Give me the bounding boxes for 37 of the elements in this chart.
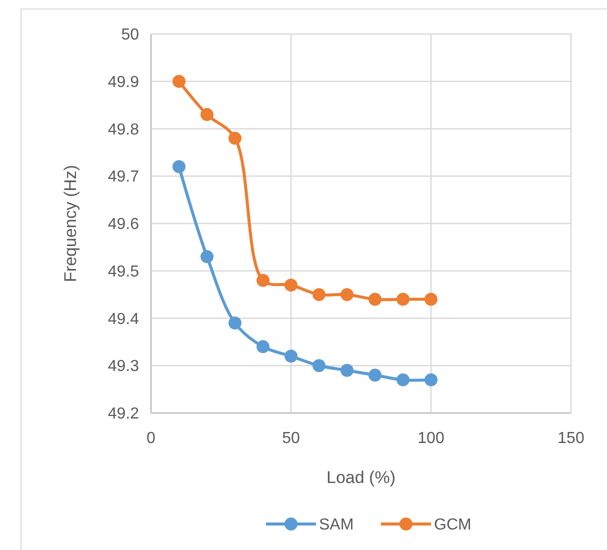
x-tick-label: 0 — [146, 430, 156, 447]
point — [256, 340, 270, 354]
point — [340, 364, 354, 377]
point — [284, 278, 298, 292]
point — [172, 74, 186, 88]
x-tick-label: 100 — [418, 430, 444, 447]
point — [368, 292, 382, 306]
point — [312, 359, 326, 372]
y-tick-label: 49.9 — [108, 74, 140, 91]
point — [424, 373, 438, 386]
legend-label: SAM — [319, 516, 354, 534]
y-tick-label: 49.7 — [108, 168, 140, 186]
point — [368, 368, 382, 382]
point — [312, 288, 326, 302]
point — [200, 108, 214, 122]
point — [396, 292, 410, 306]
point — [396, 373, 410, 386]
y-tick-label: 49.6 — [108, 216, 140, 234]
point — [256, 274, 270, 287]
y-tick-label: 49.4 — [108, 310, 140, 328]
y-tick-label: 50 — [121, 26, 140, 44]
point — [200, 250, 214, 264]
y-tick-label: 49.3 — [108, 358, 140, 376]
y-tick-label: 49.8 — [108, 121, 140, 138]
x-tick-label: 150 — [558, 430, 584, 447]
point — [340, 288, 354, 302]
x-tick-label: 50 — [282, 430, 300, 447]
x-axis-title: Load (%) — [326, 468, 396, 487]
point — [228, 132, 242, 145]
y-tick-label: 49.5 — [108, 263, 140, 280]
legend-label: GCM — [434, 516, 472, 534]
point — [424, 292, 438, 306]
point — [172, 160, 186, 174]
point — [228, 316, 242, 330]
y-axis-title: Frequency (Hz) — [61, 164, 80, 282]
point — [284, 350, 298, 363]
y-tick-label: 49.2 — [108, 406, 140, 423]
